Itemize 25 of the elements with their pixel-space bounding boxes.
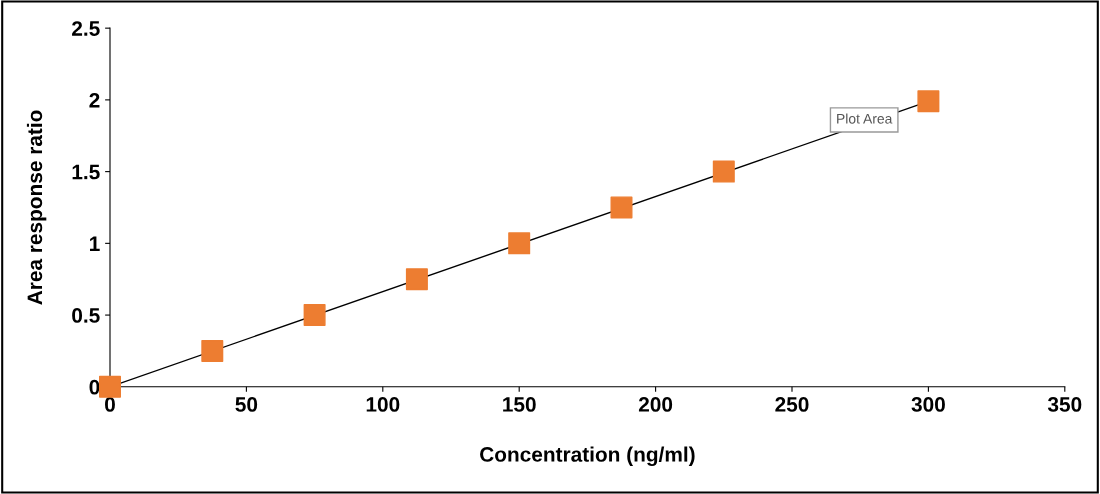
y-tick-label: 0.5 bbox=[72, 308, 100, 323]
x-tick-label: 250 bbox=[775, 397, 809, 412]
point bbox=[508, 232, 531, 255]
y-axis-title: Area response ratio bbox=[26, 110, 47, 305]
x-tick-label: 0 bbox=[105, 397, 115, 412]
x-tick-label: 50 bbox=[235, 397, 258, 412]
y-tick-label: 1.5 bbox=[72, 164, 100, 180]
annotation: Plot Area bbox=[837, 113, 893, 124]
point bbox=[99, 375, 121, 398]
x-axis-title: Concentration (ng/ml) bbox=[480, 446, 695, 467]
x-tick-label: 350 bbox=[1047, 397, 1082, 412]
point bbox=[712, 160, 735, 183]
x-tick-label: 200 bbox=[638, 397, 673, 412]
y-tick-label: 2.5 bbox=[72, 21, 100, 36]
point bbox=[610, 196, 633, 219]
y-tick-label: 0 bbox=[89, 379, 100, 395]
point bbox=[201, 339, 224, 362]
x-tick-label: 150 bbox=[503, 397, 536, 412]
point bbox=[917, 90, 940, 113]
x-tick-label: 100 bbox=[366, 397, 400, 412]
y-tick-label: 2 bbox=[89, 92, 100, 108]
point bbox=[405, 268, 428, 291]
y-tick-label: 1 bbox=[90, 236, 100, 251]
point bbox=[303, 304, 326, 327]
x-tick-label: 300 bbox=[911, 397, 945, 412]
